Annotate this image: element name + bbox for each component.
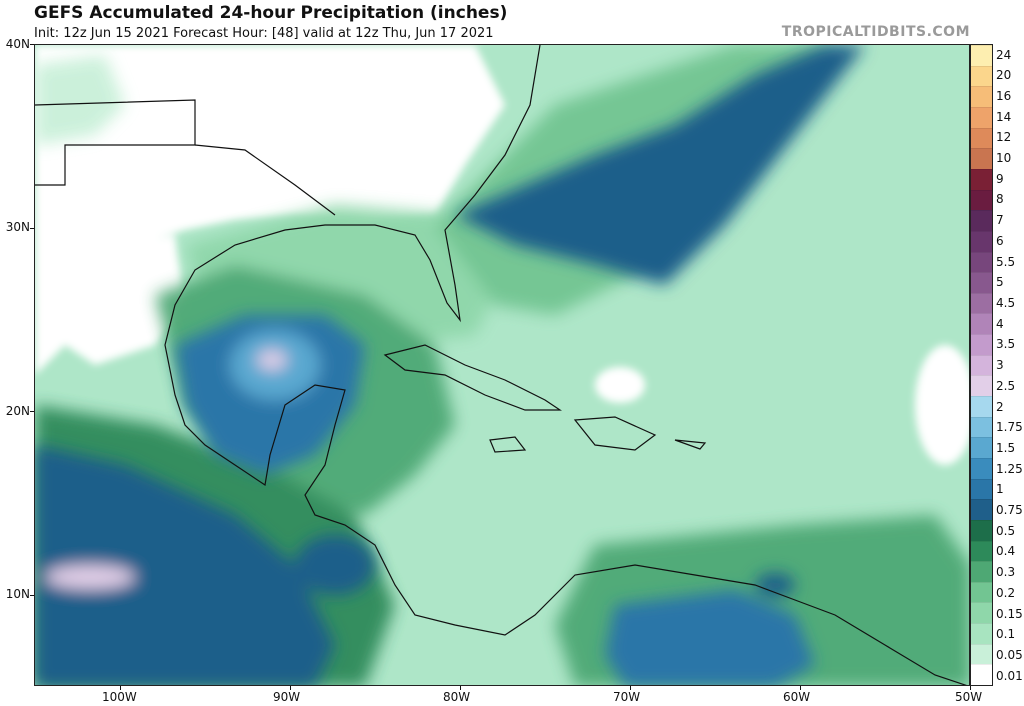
- colorbar-swatch: [971, 643, 992, 665]
- dry-areas: [35, 45, 969, 465]
- colorbar-label: 8: [996, 192, 1004, 207]
- colorbar-swatch: [971, 230, 992, 252]
- map-subtitle: Init: 12z Jun 15 2021 Forecast Hour: [48…: [34, 26, 494, 41]
- colorbar-swatch: [971, 148, 992, 169]
- colorbar-swatch: [971, 561, 992, 582]
- lon-label-70w: 70W: [613, 690, 641, 704]
- colorbar-label: 1.5: [996, 440, 1016, 455]
- lon-tick: [630, 686, 631, 690]
- lat-label-30n: 30N: [5, 220, 30, 234]
- colorbar-swatch: [971, 478, 992, 500]
- colorbar-swatch: [971, 127, 992, 149]
- precip-colorbar: [970, 44, 993, 686]
- colorbar-label: 7: [996, 213, 1004, 228]
- lon-tick: [800, 686, 801, 690]
- lon-label-90w: 90W: [273, 690, 301, 704]
- colorbar-swatch: [971, 623, 992, 644]
- colorbar-label: 0.4: [996, 544, 1016, 559]
- lon-label-80w: 80W: [443, 690, 471, 704]
- colorbar-swatch: [971, 189, 992, 211]
- colorbar-swatch: [971, 272, 992, 293]
- colorbar-swatch: [971, 65, 992, 87]
- coastlines: [35, 45, 967, 685]
- site-credit: TROPICALTIDBITS.COM: [781, 24, 970, 40]
- colorbar-swatch: [971, 437, 992, 458]
- colorbar-swatch: [971, 210, 992, 231]
- colorbar-label: 0.5: [996, 523, 1016, 538]
- heavy-precip: [35, 45, 865, 685]
- colorbar-label: 0.3: [996, 565, 1016, 580]
- lat-label-20n: 20N: [5, 404, 30, 418]
- colorbar-label: 0.1: [996, 627, 1016, 642]
- colorbar-swatch: [971, 457, 992, 479]
- colorbar-swatch: [971, 519, 992, 541]
- colorbar-swatch: [971, 540, 992, 562]
- colorbar-swatch: [971, 86, 992, 108]
- lon-label-100w: 100W: [102, 690, 137, 704]
- colorbar-label: 4.5: [996, 295, 1016, 310]
- colorbar-label: 4: [996, 316, 1004, 331]
- colorbar-label: 14: [996, 109, 1012, 124]
- colorbar-label: 1.75: [996, 420, 1023, 435]
- colorbar-swatch: [971, 334, 992, 355]
- colorbar-label: 10: [996, 151, 1012, 166]
- colorbar-label: 12: [996, 130, 1012, 145]
- lon-tick: [120, 686, 121, 690]
- lon-label-60w: 60W: [783, 690, 811, 704]
- colorbar-label: 5.5: [996, 254, 1016, 269]
- lat-label-40n: 40N: [5, 37, 30, 51]
- lon-tick: [970, 686, 971, 690]
- lat-tick: [30, 228, 34, 229]
- colorbar-swatch: [971, 499, 992, 520]
- lon-tick: [290, 686, 291, 690]
- colorbar-swatch: [971, 396, 992, 417]
- lat-tick: [30, 411, 34, 412]
- colorbar-swatch: [971, 107, 992, 128]
- colorbar-label: 1.25: [996, 461, 1023, 476]
- colorbar-label: 1: [996, 482, 1004, 497]
- map-title: GEFS Accumulated 24-hour Precipitation (…: [34, 3, 508, 23]
- colorbar-label: 9: [996, 171, 1004, 186]
- colorbar-label: 16: [996, 88, 1012, 103]
- colorbar-swatch: [971, 602, 992, 624]
- colorbar-label: 0.15: [996, 606, 1023, 621]
- map-canvas: [35, 45, 969, 685]
- lon-label-50w: 50W: [955, 690, 983, 704]
- colorbar-swatch: [971, 45, 992, 66]
- colorbar-label: 3: [996, 358, 1004, 373]
- lat-tick: [30, 44, 34, 45]
- colorbar-label: 2.5: [996, 378, 1016, 393]
- lat-tick: [30, 595, 34, 596]
- colorbar-label: 3.5: [996, 337, 1016, 352]
- lon-tick: [460, 686, 461, 690]
- colorbar-label: 0.05: [996, 647, 1023, 662]
- colorbar-label: 20: [996, 68, 1012, 83]
- colorbar-swatch: [971, 581, 992, 603]
- colorbar-label: 2: [996, 399, 1004, 414]
- precipitation-map: [34, 44, 970, 686]
- colorbar-swatch: [971, 313, 992, 335]
- colorbar-label: 5: [996, 275, 1004, 290]
- lat-label-10n: 10N: [5, 587, 30, 601]
- colorbar-label: 0.75: [996, 503, 1023, 518]
- colorbar-label: 0.01: [996, 668, 1023, 683]
- colorbar-labels: 0.01 0.05 0.1 0.15 0.2 0.3 0.4 0.5 0.75 1 1.25 1.5 1…: [996, 44, 1024, 686]
- colorbar-swatch: [971, 416, 992, 438]
- colorbar-swatch: [971, 168, 992, 190]
- colorbar-swatch: [971, 375, 992, 397]
- colorbar-swatch: [971, 664, 992, 685]
- colorbar-label: 24: [996, 47, 1012, 62]
- colorbar-swatch: [971, 292, 992, 314]
- colorbar-label: 0.2: [996, 585, 1016, 600]
- colorbar-label: 6: [996, 233, 1004, 248]
- colorbar-swatch: [971, 354, 992, 376]
- colorbar-swatch: [971, 251, 992, 273]
